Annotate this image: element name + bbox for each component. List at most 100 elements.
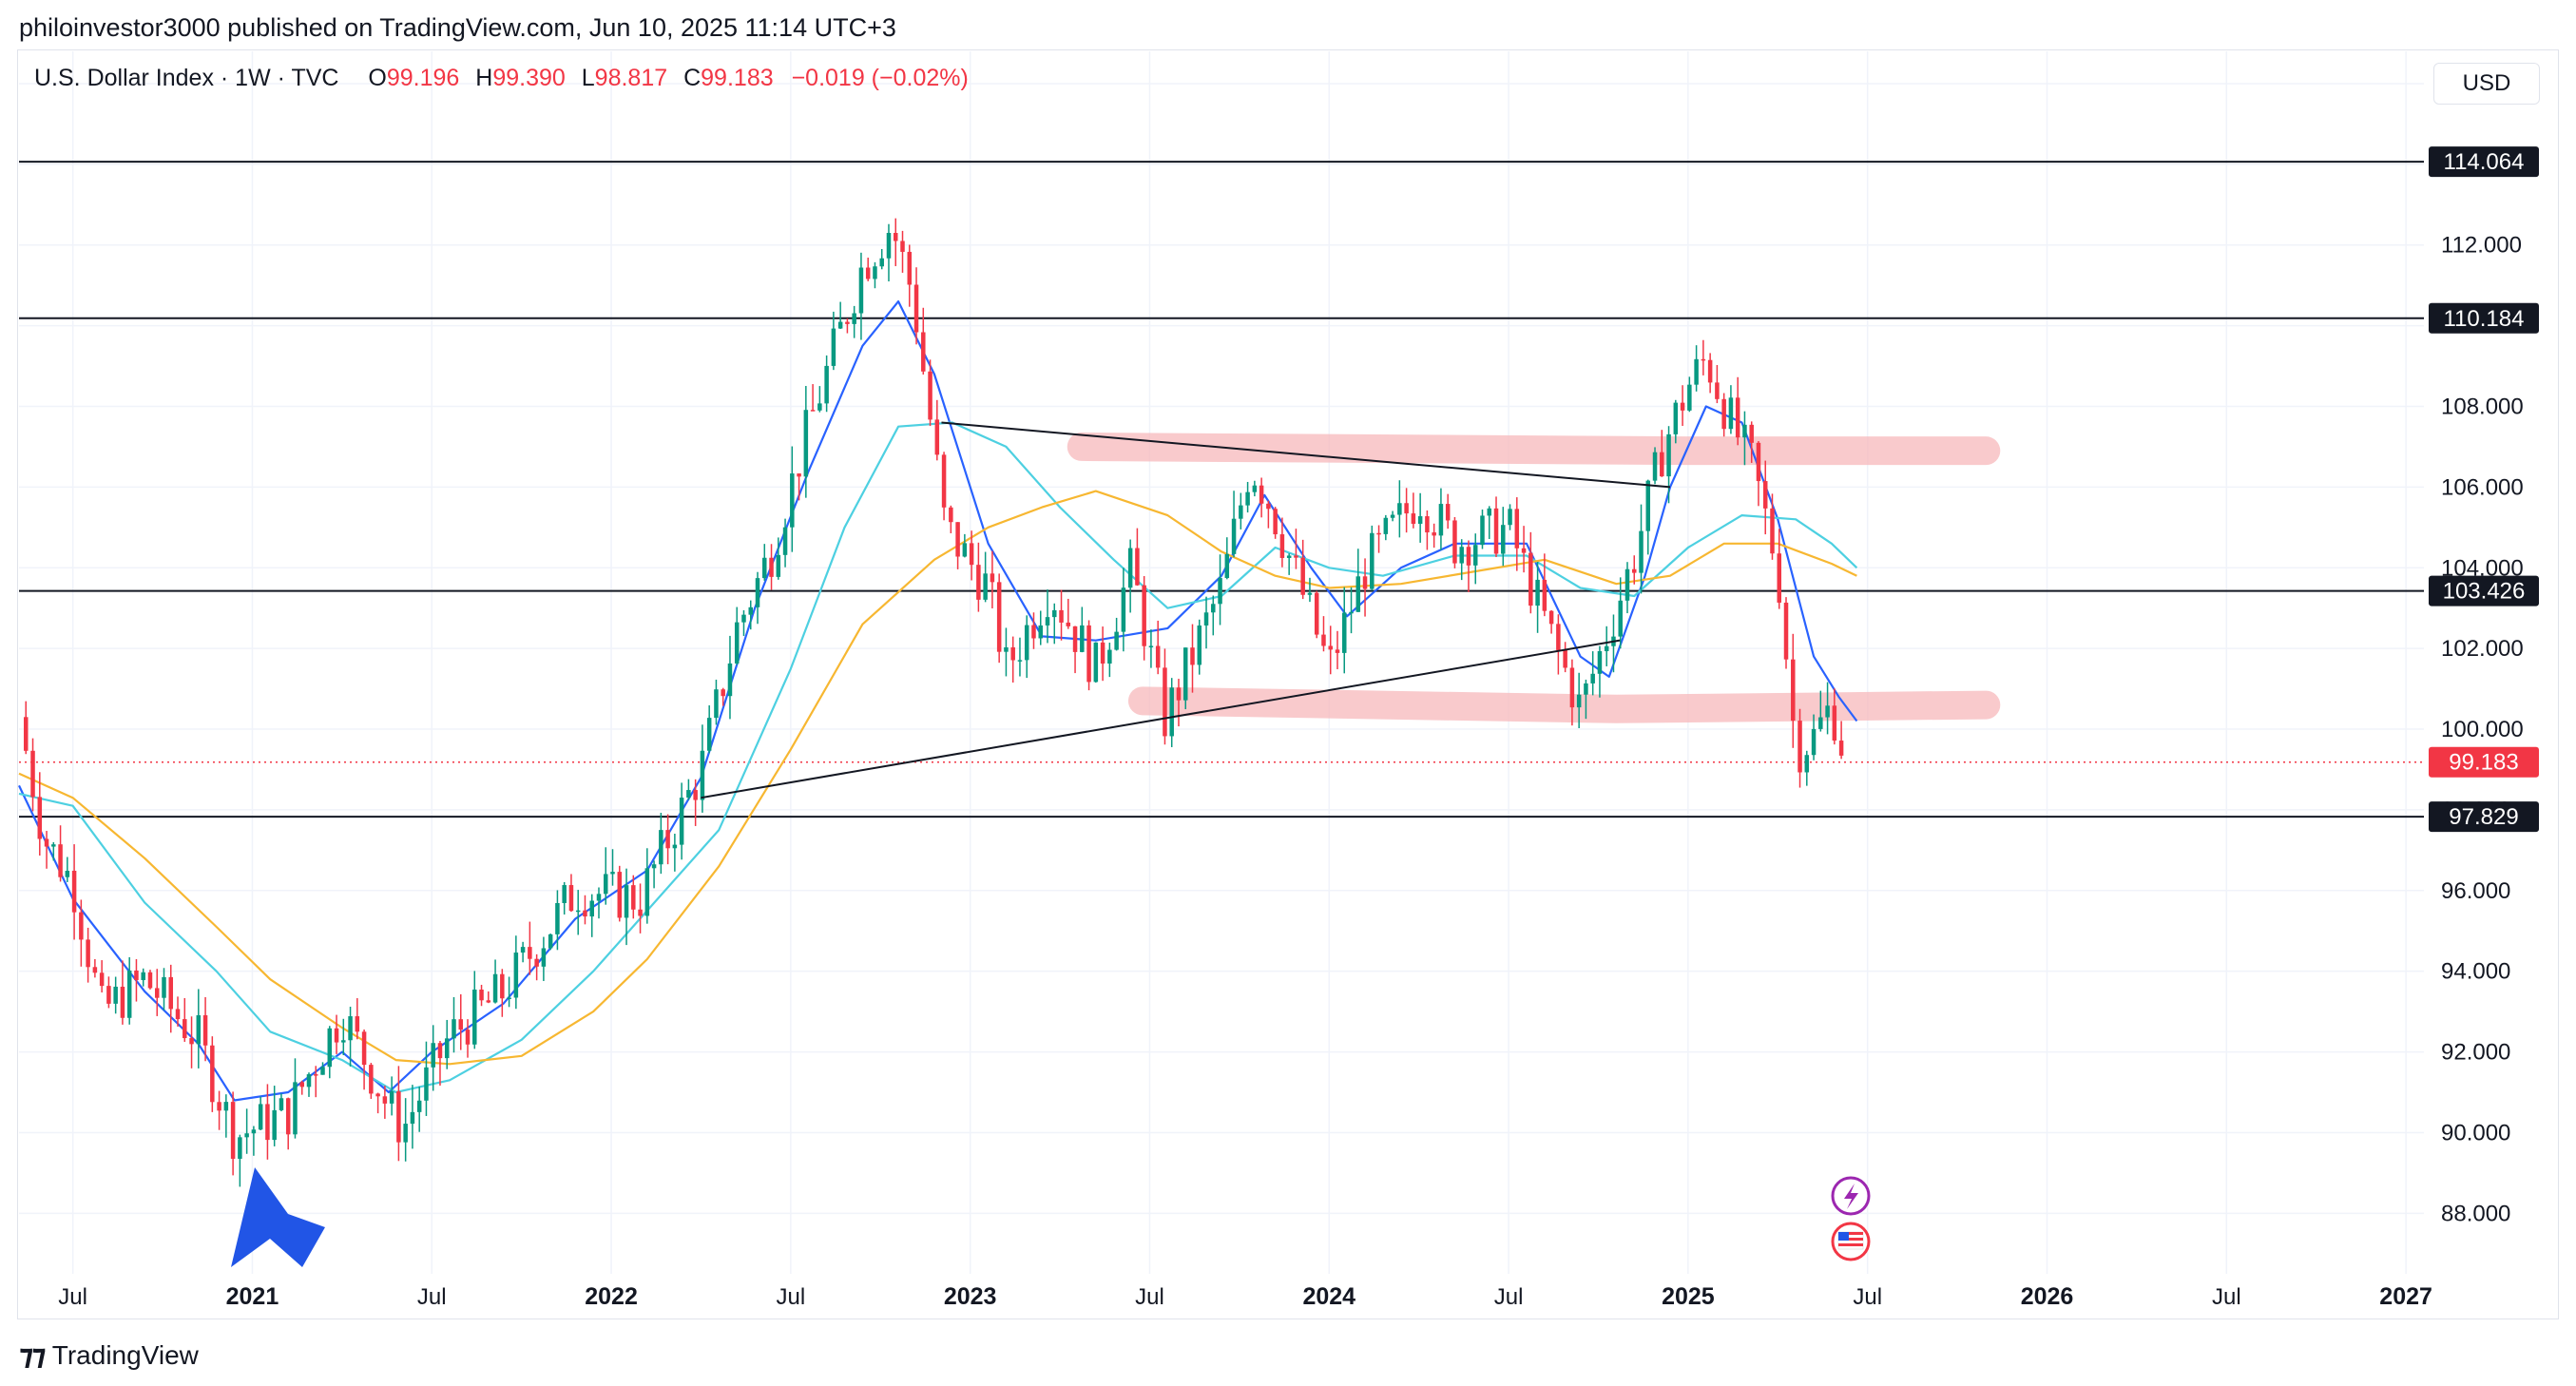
candle-body (1632, 568, 1637, 573)
candle (500, 969, 505, 1017)
candle-body (1666, 433, 1671, 477)
candle (879, 248, 884, 270)
candle-body (334, 1028, 339, 1043)
candle-body (1314, 592, 1319, 635)
candle (189, 1016, 194, 1068)
tradingview-logo-icon: ⁊⁊ (19, 1339, 47, 1371)
chart-frame (17, 49, 2559, 1319)
candle-body (589, 900, 594, 917)
candle (30, 738, 35, 812)
candle (824, 355, 829, 413)
candle-body (348, 1016, 353, 1041)
candle-body (299, 1082, 304, 1088)
candle-body (1701, 358, 1706, 361)
candle (1493, 496, 1499, 557)
candle-body (1349, 611, 1354, 614)
candle (748, 600, 753, 630)
candle (700, 724, 705, 813)
candle-body (320, 1067, 325, 1075)
candle (1176, 679, 1182, 727)
candle-body (1425, 516, 1430, 533)
candle (1390, 510, 1395, 522)
candle-body (1038, 625, 1043, 639)
candle (1307, 577, 1313, 603)
y-tick-label: 112.000 (2441, 233, 2522, 259)
candle (568, 874, 574, 913)
candle-body (1563, 649, 1567, 668)
candle (1335, 630, 1340, 669)
candle (1425, 510, 1430, 550)
candle-body (1508, 509, 1512, 526)
candle (755, 571, 760, 625)
candle (831, 311, 836, 371)
candle-body (306, 1074, 312, 1088)
candle (907, 244, 913, 307)
candle (1224, 537, 1230, 580)
candle (1832, 688, 1837, 745)
candle-body (285, 1098, 291, 1135)
candle (175, 996, 181, 1027)
candle-body (244, 1133, 249, 1138)
candle (603, 847, 608, 905)
candle-body (700, 750, 705, 800)
candle (893, 218, 898, 266)
candle-body (1777, 553, 1782, 603)
candle-body (520, 947, 526, 953)
candle-body (79, 912, 84, 940)
y-tick-label: 106.000 (2441, 474, 2524, 500)
candle (1411, 492, 1416, 529)
candle (776, 537, 781, 580)
candle (1182, 647, 1188, 710)
candle (113, 976, 118, 1014)
candle (1286, 553, 1292, 575)
candle-body (693, 790, 698, 800)
candle (1086, 620, 1091, 691)
currency-button[interactable]: USD (2433, 63, 2540, 105)
candle (79, 899, 84, 967)
candle-body (183, 1019, 187, 1039)
candle-body (845, 321, 850, 324)
candle-body (1155, 645, 1161, 668)
tradingview-brand[interactable]: ⁊⁊ TradingView (19, 1338, 199, 1372)
candle-body (141, 972, 145, 981)
candle-body (71, 870, 77, 913)
candle (1777, 529, 1782, 609)
candle (596, 887, 602, 919)
candle-body (1010, 646, 1015, 661)
ma-line (18, 421, 1858, 1094)
candle (1569, 659, 1575, 726)
candle (1127, 539, 1133, 613)
candle-body (1093, 642, 1099, 683)
candle (651, 860, 657, 889)
candle-body (1514, 509, 1520, 549)
candle-body (568, 885, 574, 912)
candle-body (1390, 514, 1395, 518)
candle-body (1721, 398, 1726, 430)
candle (1438, 488, 1444, 550)
candle (120, 960, 125, 1025)
y-tick-label: 88.000 (2441, 1201, 2510, 1226)
candle-body (279, 1098, 284, 1110)
candle (424, 1041, 429, 1116)
candle-body (1342, 612, 1347, 653)
candle-body (472, 989, 477, 1045)
candle (1155, 620, 1161, 675)
candle-body (1501, 525, 1506, 554)
candle-body (1045, 617, 1050, 626)
x-tick-label: Jul (417, 1284, 447, 1310)
symbol-title[interactable]: U.S. Dollar Index · 1W · TVC (34, 65, 339, 91)
candle-body (369, 1065, 374, 1094)
candle (1245, 481, 1250, 513)
candle-body (1266, 503, 1271, 510)
candle-body (1660, 452, 1664, 477)
candle (1349, 587, 1354, 634)
candle-body (458, 1019, 464, 1030)
candle-body (665, 830, 670, 849)
candle (1632, 555, 1637, 585)
change-value: −0.019 (−0.02%) (791, 65, 969, 91)
candle-body (1604, 645, 1609, 652)
candle-body (610, 872, 615, 875)
low-value: 98.817 (594, 65, 668, 91)
candle (106, 976, 111, 1009)
